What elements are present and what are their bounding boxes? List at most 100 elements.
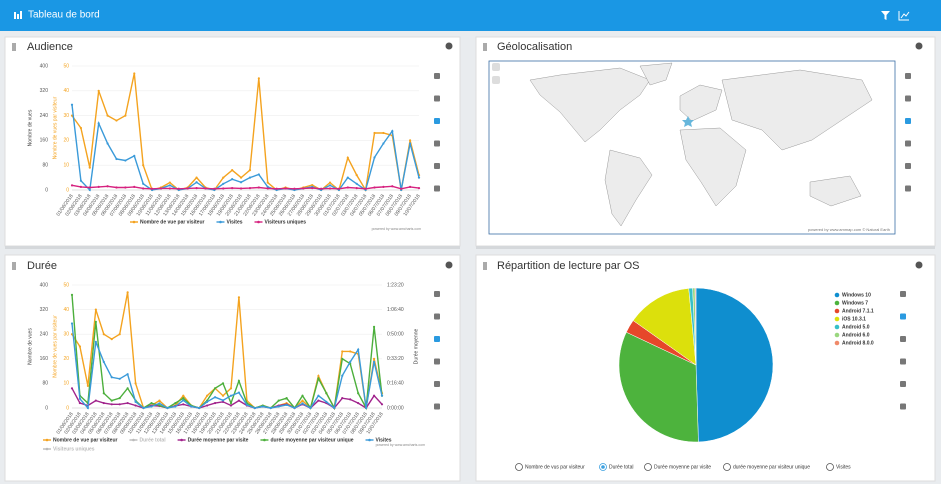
data-point bbox=[357, 348, 360, 351]
help[interactable] bbox=[445, 42, 453, 50]
legend-label[interactable]: Visites bbox=[376, 437, 392, 443]
radio-label[interactable]: Visites bbox=[836, 464, 851, 470]
legend-label[interactable]: iOS 10.3.1 bbox=[842, 316, 866, 322]
data-point bbox=[88, 188, 91, 192]
data-point bbox=[126, 387, 129, 390]
data-point bbox=[346, 176, 349, 179]
series-line bbox=[71, 184, 420, 190]
data-point bbox=[70, 103, 74, 106]
chart-button[interactable] bbox=[898, 11, 910, 21]
legend-label[interactable]: Windows 7 bbox=[842, 300, 868, 306]
tool-icon[interactable] bbox=[900, 358, 906, 365]
legend-label[interactable]: Nombre de vue par visiteur bbox=[53, 437, 118, 443]
tool-icon[interactable] bbox=[434, 118, 440, 124]
legend-label[interactable]: Android 5.0 bbox=[842, 324, 870, 330]
data-point bbox=[78, 401, 82, 405]
tool-icon[interactable] bbox=[900, 403, 906, 410]
radio-label[interactable]: Durée total bbox=[609, 464, 633, 470]
zoom-out[interactable] bbox=[492, 76, 500, 84]
legend-swatch bbox=[132, 220, 136, 224]
help[interactable] bbox=[445, 261, 453, 269]
tool-icon[interactable] bbox=[434, 291, 440, 297]
data-point bbox=[231, 178, 234, 181]
tool-icon[interactable] bbox=[900, 313, 906, 320]
legend-label[interactable]: Durée total bbox=[139, 437, 166, 443]
legend-label[interactable]: Nombre de vue par visiteur bbox=[140, 219, 205, 225]
tool-icon[interactable] bbox=[905, 95, 911, 102]
y-tick-label: 400 bbox=[40, 282, 49, 288]
legend-label[interactable]: Windows 10 bbox=[842, 292, 871, 298]
y-tick-label: 40 bbox=[63, 307, 69, 313]
data-point bbox=[221, 400, 225, 403]
help[interactable] bbox=[915, 42, 923, 50]
radio-label[interactable]: Durée moyenne par visite bbox=[654, 464, 711, 470]
data-point bbox=[126, 373, 129, 376]
legend-label[interactable]: Visites bbox=[226, 219, 242, 225]
data-point bbox=[159, 187, 163, 190]
tool-icon[interactable] bbox=[434, 403, 440, 410]
legend-label[interactable]: durée moyenne par visiteur unique bbox=[270, 437, 353, 443]
tool-icon[interactable] bbox=[905, 118, 911, 124]
zoom-in[interactable] bbox=[492, 63, 500, 71]
data-point bbox=[115, 186, 118, 189]
data-point bbox=[231, 187, 234, 190]
radio[interactable] bbox=[826, 463, 834, 471]
series-line bbox=[71, 73, 420, 193]
legend-label[interactable]: Android 8.0.0 bbox=[842, 340, 874, 346]
radio[interactable] bbox=[515, 463, 523, 471]
data-point bbox=[79, 185, 82, 188]
data-point bbox=[102, 360, 105, 363]
data-point bbox=[134, 382, 137, 385]
data-point bbox=[261, 405, 264, 408]
pie-slice bbox=[618, 331, 699, 443]
data-point bbox=[222, 182, 225, 185]
tool-icon[interactable] bbox=[434, 358, 440, 365]
data-point bbox=[382, 185, 385, 188]
data-point bbox=[237, 296, 241, 299]
data-point bbox=[195, 176, 198, 179]
legend-label[interactable]: Visiteurs uniques bbox=[265, 219, 307, 225]
data-point bbox=[182, 399, 185, 402]
pie-slice bbox=[694, 287, 697, 366]
y-tick-label: 160 bbox=[40, 356, 49, 362]
help[interactable] bbox=[915, 261, 923, 269]
tool-icon[interactable] bbox=[905, 140, 911, 147]
location-marker[interactable] bbox=[682, 116, 694, 127]
tool-icon[interactable] bbox=[900, 291, 906, 297]
tool-icon[interactable] bbox=[434, 140, 440, 147]
legend-swatch bbox=[257, 220, 260, 224]
radio-label[interactable]: durée moyenne par visiteur unique bbox=[733, 464, 810, 470]
data-point bbox=[341, 374, 344, 377]
legend-swatch bbox=[834, 308, 840, 314]
data-point bbox=[346, 156, 349, 159]
tool-icon[interactable] bbox=[900, 381, 906, 387]
data-point bbox=[213, 396, 217, 399]
radio-label[interactable]: Nombre de vus par visiteur bbox=[525, 464, 585, 470]
tool-icon[interactable] bbox=[900, 336, 906, 342]
filter-button[interactable] bbox=[881, 11, 890, 20]
tool-icon[interactable] bbox=[434, 185, 440, 192]
tool-icon[interactable] bbox=[434, 336, 440, 342]
data-point bbox=[78, 397, 82, 400]
data-point bbox=[124, 186, 127, 189]
tool-icon[interactable] bbox=[905, 185, 911, 192]
radio[interactable] bbox=[723, 463, 731, 471]
tool-icon[interactable] bbox=[905, 73, 911, 79]
data-point bbox=[266, 187, 269, 190]
data-point bbox=[391, 130, 394, 133]
radio[interactable] bbox=[644, 463, 652, 471]
tool-icon[interactable] bbox=[434, 313, 440, 320]
legend-label[interactable]: Android 7.1.1 bbox=[842, 308, 874, 314]
tool-icon[interactable] bbox=[434, 163, 440, 169]
data-point bbox=[320, 187, 323, 190]
tool-icon[interactable] bbox=[434, 381, 440, 387]
data-point bbox=[257, 173, 260, 176]
legend-label[interactable]: Durée moyenne par visite bbox=[188, 437, 249, 443]
tool-icon[interactable] bbox=[434, 95, 440, 102]
tool-icon[interactable] bbox=[905, 163, 911, 169]
legend-label[interactable]: Visiteurs uniques bbox=[53, 446, 95, 452]
y-tick-label: 50 bbox=[63, 282, 69, 288]
legend-label[interactable]: Android 6.0 bbox=[842, 332, 870, 338]
tool-icon[interactable] bbox=[434, 73, 440, 79]
data-point bbox=[301, 394, 304, 397]
